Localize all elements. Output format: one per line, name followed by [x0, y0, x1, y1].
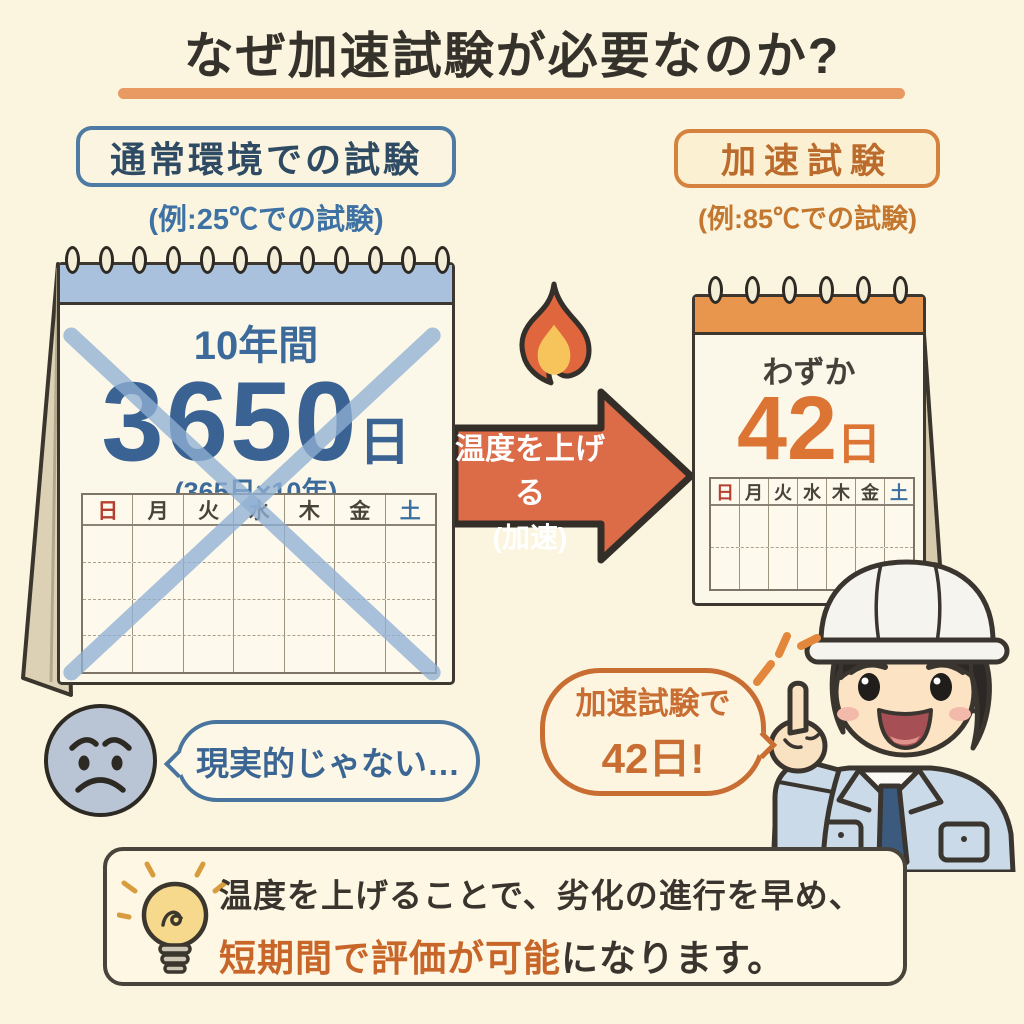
- weekday-sun: 日: [716, 482, 734, 503]
- calendar-row: [83, 561, 435, 599]
- engineer-speech-bubble: 加速試験で 42日!: [540, 668, 778, 796]
- weekday-wed: 水: [797, 479, 826, 504]
- weekday-fri: 金: [334, 495, 384, 524]
- normal-days-count: 3650 日: [60, 357, 452, 486]
- engineer-character: [753, 559, 1016, 872]
- accelerated-test-example: (例:85℃での試験): [697, 204, 917, 234]
- normal-test-calendar: 10年間 3650 日 (365日×10年) 日 月 火 水 木 金 土: [20, 246, 490, 716]
- bubble-tail: [163, 749, 193, 779]
- weekday-thu: 木: [283, 495, 334, 524]
- weekday-tue: 火: [768, 479, 797, 504]
- summary-highlight: 短期間で評価が可能: [219, 938, 561, 979]
- weekday-header: 日 月 火 水 木 金 土: [83, 495, 435, 526]
- lightbulb-icon: [117, 861, 227, 974]
- summary-line2: 短期間で評価が可能になります。: [219, 928, 899, 982]
- summary-rest: になります。: [561, 938, 786, 979]
- weekday-tue: 火: [182, 495, 233, 524]
- fire-icon: [519, 281, 592, 386]
- weekday-sat: 土: [884, 479, 913, 504]
- acceleration-arrow: [451, 388, 695, 564]
- calendar-row: [83, 635, 435, 672]
- speech-line1: 加速試験で: [575, 686, 731, 721]
- accel-duration-label: わずか: [762, 355, 856, 390]
- weekday-sat: 土: [384, 495, 435, 524]
- reaction-bubble: 現実的じゃない…: [163, 720, 480, 802]
- calendar-band: [695, 297, 923, 335]
- sad-face-icon: [44, 704, 157, 817]
- normal-test-example: (例:25℃での試験): [148, 204, 384, 236]
- weekday-fri: 金: [855, 479, 884, 504]
- weekday-header: 日 月 火 水 木 金 土: [711, 479, 913, 506]
- summary-text: 温度を上げることで、劣化の進行を早め、 短期間で評価が可能になります。: [219, 869, 899, 982]
- normal-duration-label: 10年間: [193, 324, 319, 368]
- spiral-rings: [65, 246, 450, 274]
- normal-days-unit: 日: [358, 414, 411, 472]
- arrow-label: 温度を上げる (加速): [452, 424, 608, 556]
- calendar-grid: 日 月 火 水 木 金 土: [81, 493, 437, 674]
- weekday-thu: 木: [826, 479, 855, 504]
- calendar-row: [711, 506, 913, 547]
- page-title: なぜ加速試験が必要なのか?: [183, 28, 841, 84]
- accel-days-count: 42 日: [695, 378, 923, 481]
- spiral-rings: [708, 276, 908, 304]
- normal-test-heading: 通常環境での試験: [76, 126, 456, 187]
- reaction-bubble-text: 現実的じゃない…: [196, 745, 460, 782]
- calendar-row: [83, 526, 435, 562]
- speech-line2: 42日!: [601, 735, 705, 782]
- normal-days-number: 3650: [101, 359, 359, 484]
- accel-days-unit: 日: [837, 420, 882, 469]
- normal-test-heading-label: 通常環境での試験: [109, 138, 422, 180]
- weekday-mon: 月: [132, 495, 182, 524]
- summary-line1: 温度を上げることで、劣化の進行を早め、: [219, 877, 863, 914]
- weekday-sun: 日: [97, 499, 119, 523]
- accelerated-test-heading-label: 加速試験: [720, 142, 893, 181]
- accel-days-number: 42: [736, 379, 838, 479]
- arrow-label-line1: 温度を上げる: [455, 433, 605, 510]
- summary-note: 温度を上げることで、劣化の進行を早め、 短期間で評価が可能になります。: [103, 847, 907, 986]
- calendar-band: [60, 265, 452, 305]
- title-underline: [118, 88, 905, 99]
- arrow-label-line2: (加速): [492, 522, 568, 553]
- accelerated-test-heading: 加速試験: [674, 129, 940, 188]
- emphasis-marks: [753, 632, 821, 686]
- weekday-mon: 月: [739, 479, 768, 504]
